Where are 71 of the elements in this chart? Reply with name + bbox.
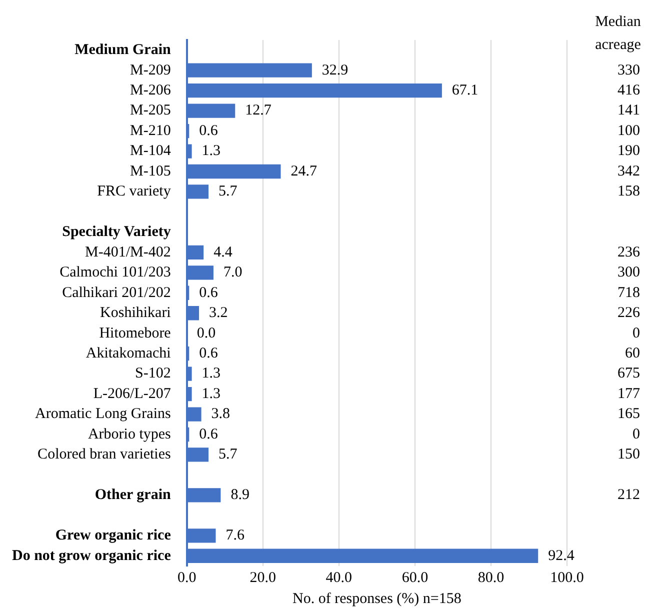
y-tick-label: Calhikari 201/202 [62,284,171,301]
y-tick-label: FRC variety [97,184,172,200]
data-label: 1.3 [202,386,221,402]
data-label: 0.6 [199,284,218,301]
text: 177 [618,386,640,402]
y-tick-label: M-209 [130,62,171,78]
y-tick-label: Other grain [94,487,172,504]
x-tick-label: 100.0 [550,570,584,586]
x-tick-label: 40.0 [326,570,352,586]
text: 718 [618,284,640,301]
data-label: 0.6 [199,346,218,362]
y-tick-label: M-205 [130,102,171,119]
text: 212 [618,487,640,504]
x-tick-label: 0.0 [177,570,196,586]
data-label: 32.9 [322,62,348,78]
data-label: 1.3 [202,366,221,382]
text: 100 [618,122,640,139]
y-tick-label: Aromatic Long Grains [35,406,172,422]
y-tick-label: M-401/M-402 [85,244,171,260]
data-label: 24.7 [290,163,318,180]
text: 236 [618,244,640,260]
data-label: 7.6 [226,528,245,544]
data-label: 3.8 [211,406,230,422]
text: 190 [618,143,640,160]
y-tick-label: Do not grow organic rice [12,548,172,564]
text: 675 [618,366,640,382]
data-label: 1.3 [202,143,221,160]
y-tick-label: Medium Grain [74,42,172,58]
data-label: 3.2 [209,305,228,322]
data-label: 0.6 [199,426,218,442]
text: 0 [632,325,640,342]
y-tick-label: M-206 [130,82,172,99]
text: 300 [618,264,640,281]
data-label: 8.9 [230,487,250,504]
data-label: 0.0 [196,325,216,342]
y-tick-label: Akitakomachi [86,346,171,362]
x-tick-label: 60.0 [402,570,428,586]
x-tick-label: 80.0 [478,570,504,586]
text: 165 [618,406,640,422]
text: 0 [632,426,640,442]
text: 416 [618,82,640,99]
y-tick-label: Calmochi 101/203 [60,264,171,281]
data-label: 5.7 [218,184,238,200]
data-label: 92.4 [548,548,575,564]
data-label: 0.6 [199,122,218,139]
data-label: 7.0 [223,264,242,281]
data-label: 5.7 [218,446,238,463]
y-tick-label: Koshihikari [100,305,171,322]
text: 60 [625,346,640,362]
y-tick-label: Grew organic rice [55,528,172,544]
text: 158 [618,184,640,200]
data-label: 4.4 [214,244,233,260]
text: 342 [618,163,640,180]
y-tick-label: M-104 [130,143,172,160]
y-tick-label: Specialty Variety [62,224,172,240]
text: Median acreage [595,14,642,53]
y-tick-label: M-210 [130,122,171,139]
text: 150 [618,446,640,463]
text: 141 [618,102,640,119]
y-tick-label: Arborio types [88,426,172,442]
y-tick-label: L-206/L-207 [93,386,172,402]
data-label: 67.1 [452,82,478,99]
y-tick-label: Colored bran varieties [38,446,172,463]
text: 226 [618,305,640,322]
x-axis-title: No. of responses (%) n=158 [292,590,462,607]
y-tick-label: Hitomebore [99,325,172,342]
text: 330 [618,62,640,78]
x-tick-label: 20.0 [250,570,276,586]
y-tick-label: M-105 [130,163,171,180]
y-tick-label: S-102 [135,366,171,382]
data-label: 12.7 [245,102,272,119]
